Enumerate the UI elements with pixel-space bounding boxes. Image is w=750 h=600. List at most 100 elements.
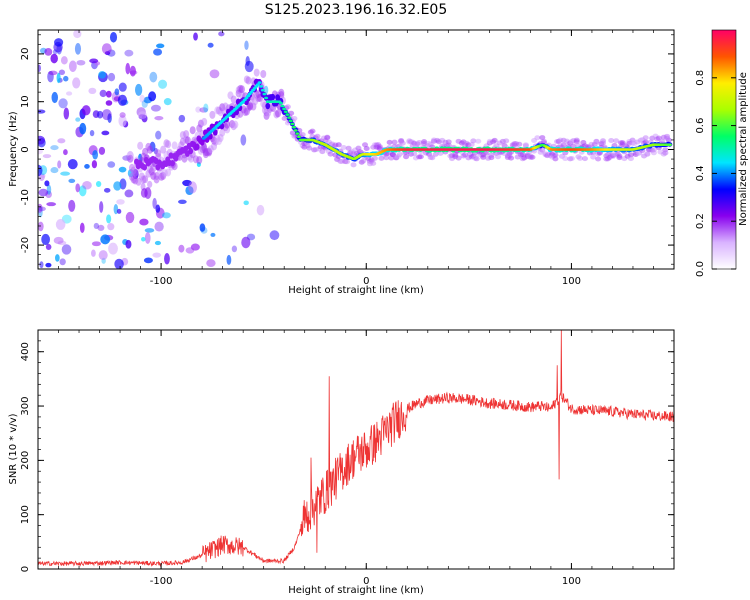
spectrogram-noise-blob — [116, 199, 125, 205]
spectrogram-noise-blob — [153, 48, 163, 56]
spectrogram-noise-blob — [152, 252, 162, 258]
spectrogram-noise-blob — [156, 43, 165, 49]
spectrogram-halo — [432, 151, 439, 157]
spectrogram-halo — [230, 95, 237, 104]
spectrogram-halo — [343, 159, 350, 165]
spectrogram-noise-blob — [178, 114, 186, 123]
spectrogram-noise-blob — [129, 65, 137, 77]
spectrogram-noise-blob — [124, 189, 134, 198]
spectrogram-halo — [127, 154, 134, 163]
spectrogram-noise-blob — [107, 72, 116, 82]
spectrogram-halo — [608, 137, 615, 143]
spectrogram-halo — [363, 145, 370, 151]
snr-panel: -100 0 100 0 100 200 300 400 Height of straigh… — [8, 329, 675, 596]
spectrogram-halo — [455, 155, 462, 161]
spectrogram-noise-blob — [218, 31, 225, 37]
colorbar-label: Normalized spectral amplitude — [738, 72, 749, 226]
spectrogram-halo — [181, 154, 188, 163]
spectrogram-noise-blob — [38, 206, 46, 212]
spectrogram-halo — [137, 141, 144, 150]
spectrogram-halo — [595, 156, 602, 162]
spectrogram-halo — [142, 175, 149, 184]
spectrogram-noise-blob — [63, 149, 68, 156]
spectrogram-ridge-outer — [188, 147, 194, 155]
spectrogram-halo — [299, 132, 306, 138]
spectrogram-noise-blob — [99, 201, 104, 213]
spectrogram-noise-blob — [38, 221, 44, 232]
spectrogram-noise-blob — [206, 259, 216, 267]
spectrogram-ridge-core — [251, 88, 256, 92]
spectrogram-noise-blob — [52, 49, 58, 55]
spectrogram-halo — [665, 137, 672, 143]
spectrogram-halo — [327, 151, 334, 157]
spectrogram-halo — [371, 155, 378, 161]
spectrogram-halo — [350, 162, 357, 168]
spectrogram-noise-blob — [38, 164, 43, 177]
spectrogram-halo — [573, 139, 580, 145]
spectrogram-halo — [417, 154, 424, 160]
spectrogram-halo — [429, 155, 436, 161]
spectrogram-noise-blob — [81, 105, 91, 116]
spectrogram-halo — [522, 142, 529, 148]
spectrogram-noise-blob — [164, 253, 170, 265]
spectrogram-noise-blob — [188, 181, 198, 194]
spectrogram-noise-blob — [55, 218, 66, 230]
spectrogram-halo — [437, 150, 444, 156]
spectrogram-halo — [539, 135, 546, 141]
spectrogram-noise-blob — [244, 40, 249, 51]
spectrogram-noise-blob — [88, 87, 97, 95]
spectrogram-ridge-outer — [219, 122, 225, 130]
spectrogram-halo — [291, 115, 298, 121]
spectrogram-halo — [147, 145, 154, 154]
spectrogram-noise-blob — [245, 56, 250, 67]
spectrogram-halo — [386, 139, 393, 145]
spectrogram-halo — [184, 136, 191, 145]
spectrogram-noise-blob — [185, 185, 194, 196]
spectrogram-noise-blob — [163, 98, 172, 106]
spectrogram-halo — [627, 152, 634, 158]
spectrogram-ridge-core — [292, 125, 297, 129]
spectrogram-halo — [650, 147, 657, 153]
spectrogram-noise-blob — [39, 261, 44, 269]
spectrogram-ridge-core — [295, 132, 300, 135]
spectrogram-noise-blob — [45, 243, 52, 250]
snr-x-tick-label: -100 — [150, 576, 173, 587]
spectrogram-halo — [488, 152, 495, 158]
spectrogram-noise-blob — [150, 104, 161, 112]
spectrogram-halo — [581, 156, 588, 162]
spectrogram-noise-blob — [207, 42, 214, 48]
spectrogram-noise-blob — [63, 75, 69, 82]
spectrogram-ridge-core — [257, 81, 262, 84]
spectrogram-ridge-core — [280, 104, 285, 108]
spectrogram-x-axis: -100 0 100 — [37, 30, 675, 287]
spectrogram-noise-blob — [58, 69, 66, 76]
spectrogram-noise-blob — [182, 179, 192, 187]
spectrogram-noise-blob — [114, 258, 124, 269]
spectrogram-noise-blob — [98, 146, 106, 155]
spectrogram-noise-blob — [114, 88, 120, 96]
spectrogram-noise-blob — [203, 103, 209, 113]
spectrogram-noise-blob — [118, 166, 127, 173]
spectrogram-noise-blob — [105, 100, 113, 106]
spectrogram-noise-blob — [98, 71, 107, 79]
spectrogram-y-axis: -20 -10 0 10 20 — [20, 34, 674, 265]
colorbar-tick-label: 0.6 — [695, 118, 706, 134]
spectrogram-noise-blob — [63, 107, 70, 120]
spectrogram-noise-blob — [108, 242, 118, 255]
spectrogram-noise-blob — [135, 83, 143, 96]
spectrogram-noise-blob — [44, 48, 53, 56]
spectrogram-ridge-core — [254, 85, 259, 88]
spectrogram-noise-blob — [79, 122, 87, 135]
spectrogram-noise-blob — [243, 200, 249, 206]
spectrogram-noise-blob — [118, 82, 127, 92]
spectrogram-noise-blob — [144, 232, 151, 244]
spectrogram-noise-blob — [45, 262, 52, 268]
spectrogram-halo — [534, 135, 541, 141]
spectrogram-noise-blob — [226, 254, 232, 265]
spectrogram-ridge-core — [293, 129, 298, 132]
spectrogram-ridge-core — [247, 92, 252, 96]
spectrogram-halo — [644, 151, 651, 157]
spectrogram-noise-blob — [98, 250, 108, 261]
spectrogram-noise-blob — [241, 236, 251, 249]
spectrogram-noise-blob — [75, 117, 81, 122]
